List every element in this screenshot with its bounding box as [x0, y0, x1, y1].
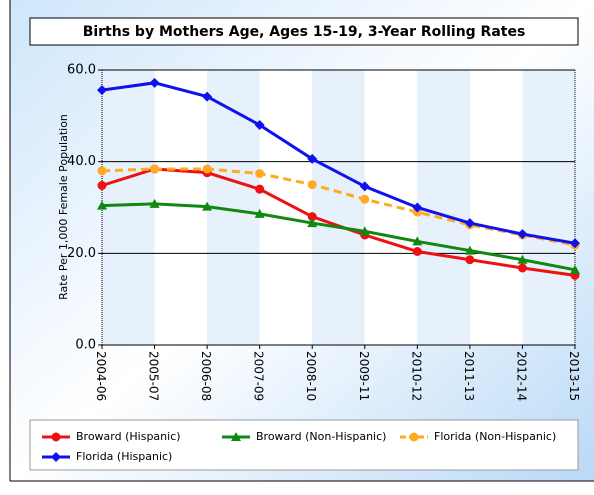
data-marker — [255, 169, 265, 179]
title-box — [29, 17, 579, 46]
data-marker — [307, 180, 317, 190]
y-tick-label: 20.0 — [67, 246, 96, 261]
data-marker — [517, 263, 527, 273]
plot-band — [312, 70, 365, 345]
x-tick-label: 2010-12 — [409, 351, 423, 401]
data-marker — [360, 194, 370, 204]
data-marker — [359, 226, 370, 236]
data-marker — [570, 238, 580, 249]
data-line — [101, 81, 576, 245]
data-line — [101, 167, 576, 247]
data-marker — [97, 166, 107, 176]
data-marker — [307, 212, 317, 222]
data-marker — [149, 77, 160, 88]
x-tick-label: 2013-15 — [567, 351, 581, 401]
data-marker — [464, 245, 475, 255]
data-marker — [202, 201, 213, 211]
legend-marker — [409, 432, 419, 442]
data-marker — [150, 164, 160, 174]
data-marker — [149, 198, 160, 208]
legend-label: Florida (Hispanic) — [76, 450, 172, 463]
data-marker — [202, 91, 213, 102]
data-marker — [97, 181, 107, 190]
data-marker — [307, 218, 318, 228]
data-marker — [202, 164, 212, 174]
data-marker — [517, 254, 528, 264]
x-tick-label: 2008-10 — [304, 351, 318, 401]
x-tick-label: 2009-11 — [357, 351, 371, 401]
legend-label: Florida (Non-Hispanic) — [434, 430, 556, 443]
data-line — [101, 202, 576, 272]
plot-band — [417, 70, 470, 345]
legend-box — [29, 419, 579, 471]
y-axis-label: Rate Per 1,000 Female Population — [57, 114, 70, 300]
x-tick-label: 2004-06 — [94, 351, 108, 401]
x-tick-label: 2006-08 — [199, 351, 213, 401]
plot-band — [522, 70, 575, 345]
data-marker — [412, 236, 423, 246]
data-marker — [254, 208, 265, 218]
data-marker — [412, 247, 422, 256]
data-marker — [412, 202, 423, 213]
legend-marker — [231, 432, 241, 441]
x-tick-label: 2011-13 — [462, 351, 476, 401]
data-marker — [570, 264, 580, 274]
legend-marker — [51, 452, 61, 462]
x-tick-label: 2012-14 — [514, 351, 528, 401]
y-tick-label: 40.0 — [67, 154, 96, 169]
legend-marker — [51, 432, 61, 442]
x-tick-label: 2007-09 — [252, 351, 266, 401]
data-marker — [517, 229, 528, 240]
chart-title: Births by Mothers Age, Ages 15-19, 3-Yea… — [83, 24, 526, 40]
y-tick-label: 0.0 — [75, 338, 96, 353]
data-marker — [307, 153, 318, 164]
x-tick-label: 2005-07 — [147, 351, 161, 401]
data-marker — [359, 181, 370, 192]
legend-label: Broward (Hispanic) — [76, 430, 181, 443]
plot-band — [102, 70, 155, 345]
data-marker — [254, 120, 265, 130]
data-marker — [255, 184, 265, 194]
y-tick-label: 60.0 — [67, 63, 96, 78]
data-marker — [97, 85, 107, 96]
legend-label: Broward (Non-Hispanic) — [256, 430, 386, 443]
data-marker — [464, 218, 475, 229]
data-marker — [97, 200, 107, 210]
data-marker — [465, 255, 475, 265]
